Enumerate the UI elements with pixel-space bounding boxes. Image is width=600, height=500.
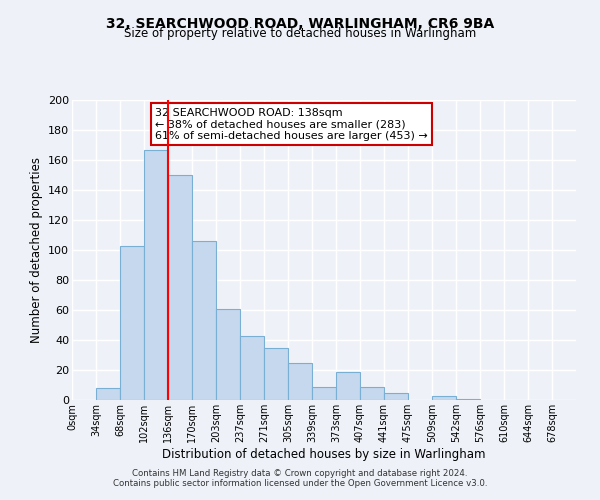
Bar bbox=[216, 308, 240, 400]
X-axis label: Distribution of detached houses by size in Warlingham: Distribution of detached houses by size … bbox=[162, 448, 486, 460]
Bar bbox=[456, 398, 480, 400]
Bar bbox=[360, 386, 384, 400]
Bar bbox=[144, 150, 168, 400]
Y-axis label: Number of detached properties: Number of detached properties bbox=[29, 157, 43, 343]
Bar bbox=[336, 372, 360, 400]
Bar bbox=[168, 175, 192, 400]
Bar bbox=[384, 392, 408, 400]
Bar bbox=[120, 246, 144, 400]
Bar bbox=[312, 386, 336, 400]
Text: Contains HM Land Registry data © Crown copyright and database right 2024.: Contains HM Land Registry data © Crown c… bbox=[132, 468, 468, 477]
Text: 32, SEARCHWOOD ROAD, WARLINGHAM, CR6 9BA: 32, SEARCHWOOD ROAD, WARLINGHAM, CR6 9BA bbox=[106, 18, 494, 32]
Bar bbox=[264, 348, 288, 400]
Bar bbox=[432, 396, 456, 400]
Bar bbox=[240, 336, 264, 400]
Text: Contains public sector information licensed under the Open Government Licence v3: Contains public sector information licen… bbox=[113, 478, 487, 488]
Bar bbox=[192, 241, 216, 400]
Text: Size of property relative to detached houses in Warlingham: Size of property relative to detached ho… bbox=[124, 28, 476, 40]
Bar bbox=[96, 388, 120, 400]
Bar bbox=[288, 362, 312, 400]
Text: 32 SEARCHWOOD ROAD: 138sqm
← 38% of detached houses are smaller (283)
61% of sem: 32 SEARCHWOOD ROAD: 138sqm ← 38% of deta… bbox=[155, 108, 428, 140]
